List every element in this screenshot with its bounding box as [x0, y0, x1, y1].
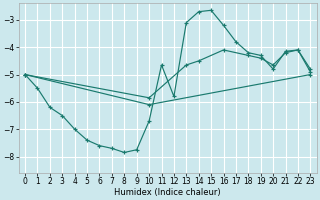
X-axis label: Humidex (Indice chaleur): Humidex (Indice chaleur) [114, 188, 221, 197]
